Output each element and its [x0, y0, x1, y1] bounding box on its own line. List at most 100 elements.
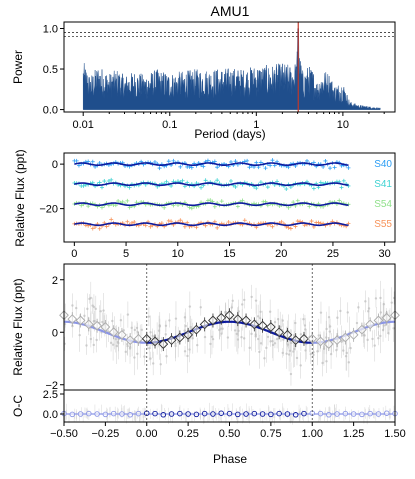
residual-point: [94, 411, 100, 417]
phase-point: [148, 347, 151, 350]
phase-point: [377, 337, 380, 340]
light-curve-point: [215, 225, 220, 230]
binned-point: [150, 336, 160, 347]
phase-point: [263, 357, 266, 360]
light-curve-point: [143, 223, 148, 228]
residual-point: [210, 411, 216, 417]
residual-point: [160, 412, 167, 418]
figure-title: AMU1: [211, 3, 250, 19]
periodogram-xtick-label: 0.1: [162, 119, 177, 131]
phase-point: [303, 324, 307, 327]
residual-point: [168, 411, 175, 417]
binned-point: [216, 312, 227, 323]
phase-point: [281, 319, 284, 322]
light-curve-point: [304, 158, 309, 163]
phase-point: [133, 328, 137, 332]
phase-point: [92, 343, 95, 347]
phase-point: [126, 344, 129, 348]
phase-point: [347, 361, 351, 364]
residual-xtick-label: −0.50: [50, 428, 78, 440]
light-curve-point: [245, 158, 250, 163]
light-curve-point: [99, 185, 104, 190]
light-curve-point: [233, 184, 238, 189]
phase-point: [346, 311, 349, 314]
binned-point: [307, 333, 318, 344]
phase-point: [71, 304, 74, 307]
light-curve-point: [201, 164, 206, 169]
light-curve-point: [166, 159, 171, 164]
binned-point: [125, 335, 136, 346]
light-curve-point: [187, 205, 192, 210]
phase-point: [86, 307, 89, 311]
light-curve-point: [109, 177, 114, 182]
sector-label-S54: S54: [374, 199, 392, 210]
light-curve-point: [116, 199, 121, 204]
phase-point: [149, 331, 152, 334]
light-curve-point: [226, 220, 231, 225]
phase-point: [364, 300, 367, 303]
phase-point: [102, 309, 105, 312]
phase-point: [294, 344, 297, 348]
phase-point: [165, 355, 168, 358]
light-curve-point: [76, 163, 81, 168]
sector-label-S40: S40: [374, 159, 392, 170]
light-curve-point: [152, 160, 157, 165]
light-curve-point: [127, 185, 132, 190]
light-curve-point: [81, 183, 86, 188]
light-curve-point: [180, 178, 185, 183]
light-curve-point: [79, 203, 84, 208]
phase-point: [367, 310, 370, 313]
light-curve-point: [311, 160, 316, 165]
periodogram-series: [82, 28, 381, 110]
binned-point: [191, 324, 202, 335]
phase-point: [136, 352, 139, 355]
residuals-ylabel: O-C: [11, 395, 25, 417]
light-curve-point: [293, 224, 298, 229]
phase-point: [94, 307, 97, 311]
light-curve-point: [97, 180, 102, 185]
binned-point: [332, 335, 342, 346]
phase-point: [140, 328, 144, 332]
periodogram-panel: 0.01 0.1 1 10 0.0 0.5 1.0 Period (days) Power: [11, 21, 396, 141]
phase-point: [319, 311, 323, 314]
light-curves-panel: S40 S41 S54 S55 0 5 10 15 20 25 30 0 −20 Relative F…: [13, 149, 396, 260]
phase-point: [286, 343, 290, 346]
binned-point: [67, 314, 78, 325]
light-curve-point: [159, 221, 164, 226]
phase-point: [299, 364, 302, 367]
phase-point: [188, 305, 192, 308]
residual-xtick-label: 1.25: [343, 428, 364, 440]
residual-point: [110, 410, 117, 417]
phase-point: [279, 325, 282, 329]
light-curve-xtick-label: 30: [379, 248, 391, 260]
residual-point: [235, 411, 241, 418]
phase-point: [71, 324, 74, 328]
phase-point: [111, 319, 114, 323]
residual-xtick-label: 0.00: [136, 428, 157, 440]
residual-xtick-label: 0.25: [177, 428, 198, 440]
residual-point: [350, 411, 357, 417]
light-curve-point: [258, 160, 263, 165]
binned-point: [249, 319, 260, 330]
light-curve-point: [295, 219, 300, 224]
light-curve-point: [129, 220, 134, 225]
phase-point: [273, 320, 277, 324]
light-curve-point: [235, 204, 240, 209]
phase-point: [285, 352, 288, 355]
binned-point: [299, 333, 309, 344]
phase-point: [177, 340, 180, 344]
residual-xtick-label: 1.00: [302, 428, 323, 440]
light-curve-point: [212, 204, 217, 209]
phase-point: [85, 344, 88, 347]
light-curve-xtick-label: 20: [275, 248, 287, 260]
light-curve-point: [120, 199, 125, 204]
binned-point: [208, 315, 218, 326]
light-curve-point: [74, 158, 79, 163]
phase-point: [89, 337, 93, 341]
phase-point: [379, 296, 382, 300]
phase-point: [114, 337, 117, 341]
periodogram-ylabel: Power: [11, 50, 25, 84]
phase-point: [268, 310, 272, 313]
phase-point: [316, 350, 319, 353]
